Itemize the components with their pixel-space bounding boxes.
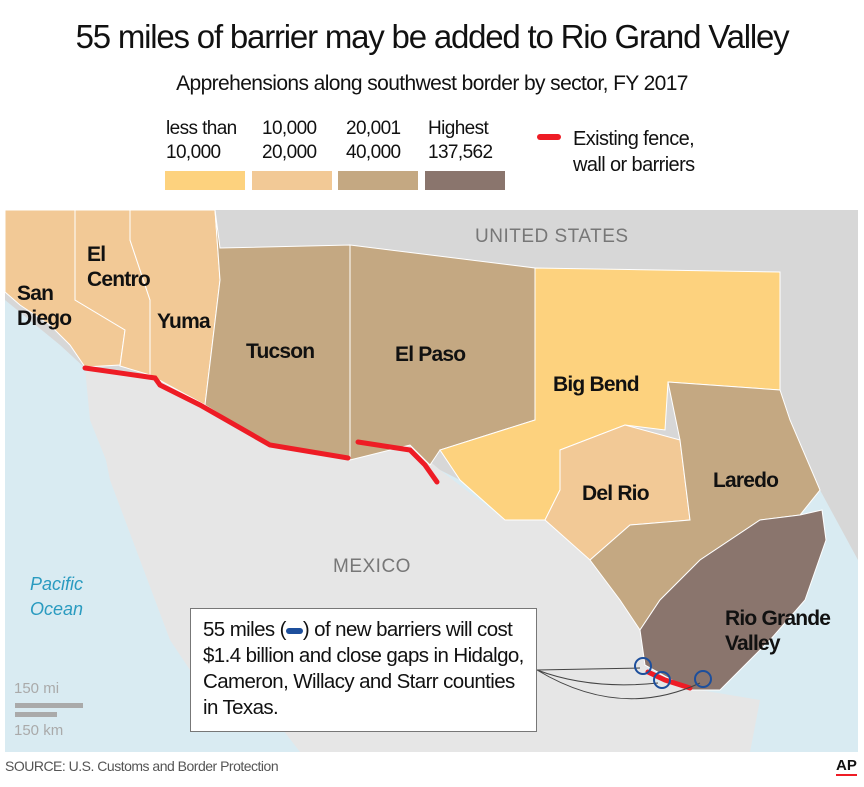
legend-bin-3-label: 20,001 40,000: [346, 118, 401, 163]
legend-swatch-3: [338, 171, 418, 190]
new-barrier-marker: [634, 657, 652, 675]
sector-label-yuma: Yuma: [157, 310, 211, 333]
us-label: UNITED STATES: [475, 226, 629, 247]
callout-text-rest: cost $1.4 billion and close gaps in Hida…: [203, 618, 524, 719]
legend-fence-label: Existing fence, wall or barriers: [573, 128, 695, 176]
ap-logo: AP: [836, 757, 857, 776]
sector-label-el-paso: El Paso: [395, 343, 466, 366]
sector-label-del-rio: Del Rio: [582, 482, 650, 505]
callout-box: 55 miles ( ) of new barriers will cost $1…: [190, 608, 537, 732]
existing-fence-west: [82, 365, 351, 461]
new-barrier-marker: [694, 670, 712, 688]
subtitle: Apprehensions along southwest border by …: [176, 72, 688, 95]
sector-label-san-diego: San Diego: [17, 282, 72, 330]
source-note: SOURCE: U.S. Customs and Border Protecti…: [5, 758, 279, 774]
scale-mi-label: 150 mi: [14, 680, 60, 697]
callout-text-pre: 55 miles (: [203, 618, 286, 641]
scale-km-label: 150 km: [14, 722, 64, 739]
sector-label-tucson: Tucson: [246, 340, 315, 363]
baja-peninsula: [90, 380, 230, 700]
sector-label-big-bend: Big Bend: [553, 373, 640, 396]
existing-fence-rgv: [645, 669, 693, 691]
sector-label-el-centro: El Centro: [87, 243, 151, 291]
sector-label-laredo: Laredo: [713, 469, 779, 492]
legend-bin-2-label: 10,000 20,000: [262, 118, 317, 163]
legend-swatch-1: [165, 171, 245, 190]
legend-bin-4-label: Highest 137,562: [428, 118, 493, 163]
existing-fence-el-paso: [355, 439, 440, 485]
scale-bar-km: [15, 712, 57, 717]
callout-text-post: ) of new barriers will: [302, 618, 473, 641]
callout-leader-lines: [536, 667, 701, 700]
title: 55 miles of barrier may be added to Rio …: [75, 18, 790, 55]
scale-bar-mi: [15, 703, 83, 708]
new-barrier-marker: [653, 671, 671, 689]
legend-bin-1-label: less than 10,000: [166, 118, 237, 163]
ocean-label: Pacific Ocean: [30, 574, 84, 619]
legend-swatch-4: [425, 171, 505, 190]
mexico-label: MEXICO: [333, 556, 411, 577]
legend-fence-swatch: [537, 134, 561, 140]
legend-swatch-2: [252, 171, 332, 190]
sector-label-rio-grande-valley: Rio Grande Valley: [725, 607, 831, 655]
new-barrier-swatch: [285, 627, 303, 634]
